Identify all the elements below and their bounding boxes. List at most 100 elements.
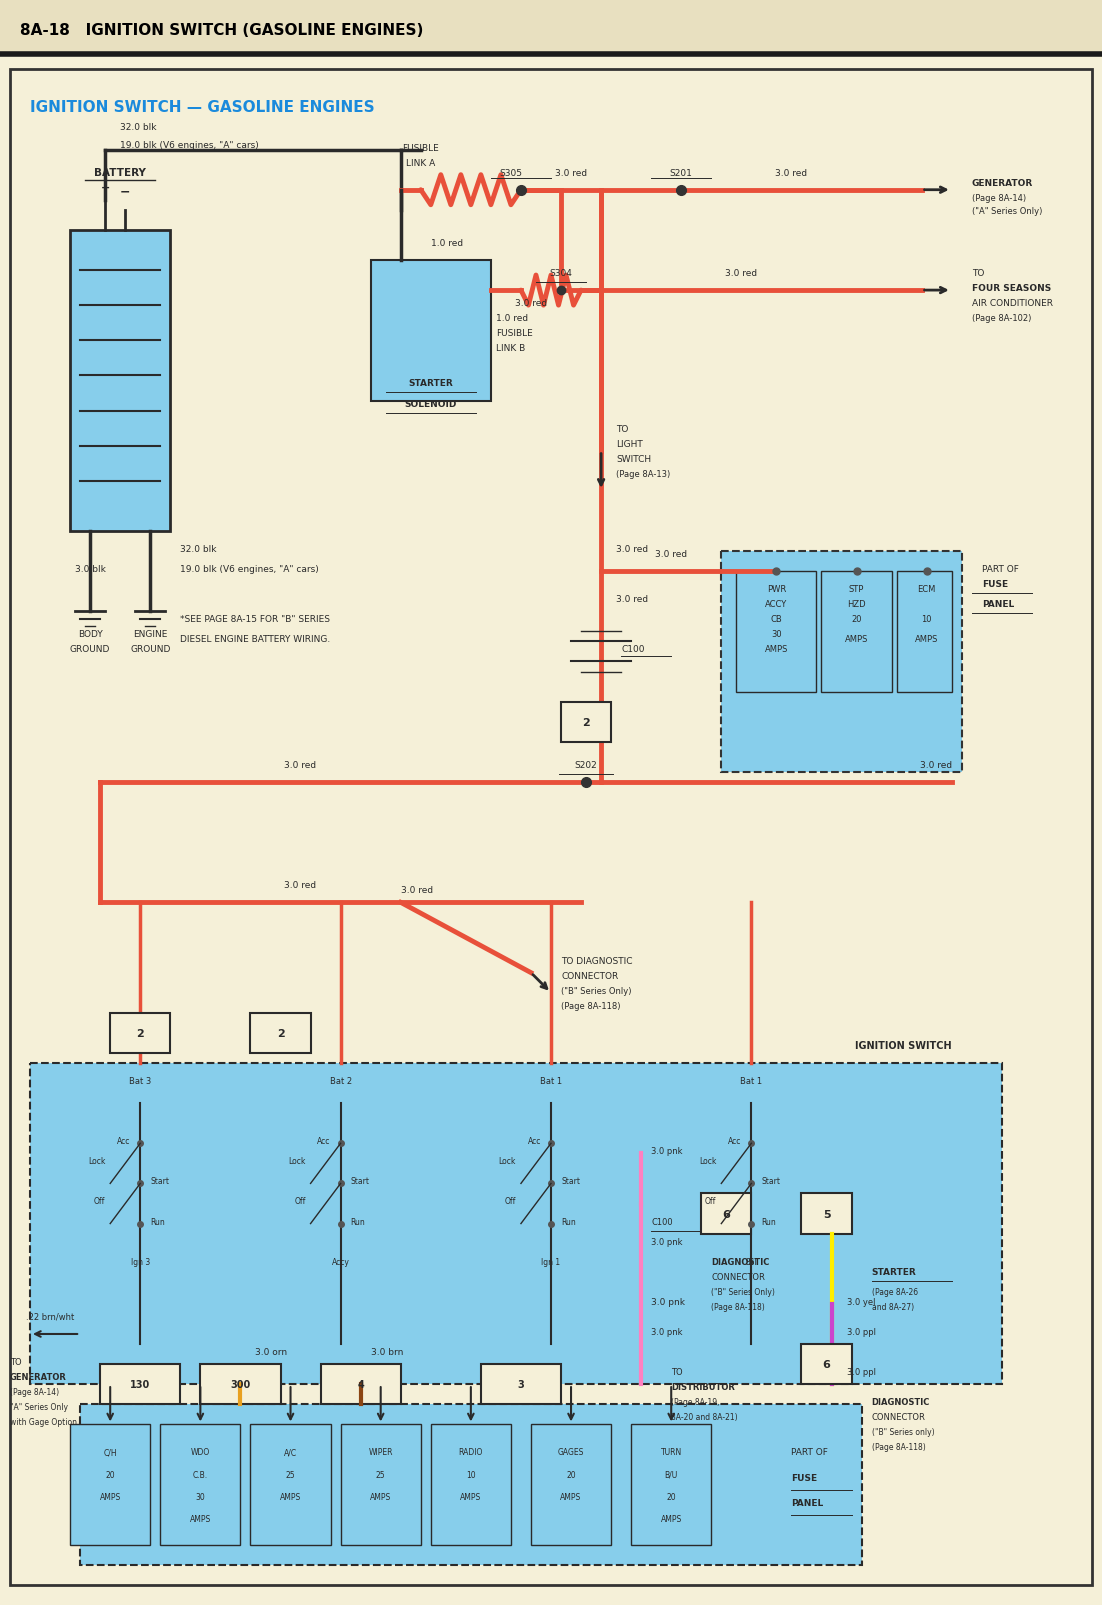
Text: +: + — [100, 183, 110, 193]
Text: 20: 20 — [852, 615, 862, 624]
Text: 10: 10 — [466, 1470, 476, 1478]
Text: Off: Off — [705, 1197, 716, 1205]
Text: Off: Off — [294, 1197, 305, 1205]
Text: GROUND: GROUND — [130, 645, 171, 653]
Bar — [631, 1425, 711, 1546]
Text: S202: S202 — [574, 761, 597, 769]
Text: WIPER: WIPER — [368, 1448, 393, 1456]
Text: Lock: Lock — [289, 1157, 305, 1165]
Text: 3.0 red: 3.0 red — [616, 544, 648, 554]
Text: "A" Series Only: "A" Series Only — [10, 1403, 68, 1411]
Text: 3.0 pnk: 3.0 pnk — [651, 1237, 682, 1245]
Text: 3.0 red: 3.0 red — [401, 886, 433, 894]
Text: 3.0 ppl: 3.0 ppl — [846, 1327, 875, 1335]
Text: Start: Start — [350, 1176, 369, 1186]
Text: 3.0 red: 3.0 red — [776, 169, 808, 178]
Text: AMPS: AMPS — [370, 1491, 391, 1501]
Text: 5: 5 — [823, 1209, 830, 1218]
Bar — [801, 1194, 852, 1234]
Text: 8A-18   IGNITION SWITCH (GASOLINE ENGINES): 8A-18 IGNITION SWITCH (GASOLINE ENGINES) — [20, 22, 423, 37]
Text: 3.0 red: 3.0 red — [725, 270, 757, 278]
Bar — [100, 1364, 181, 1404]
Text: Run: Run — [350, 1217, 366, 1226]
Text: TO: TO — [671, 1367, 683, 1375]
Text: 6: 6 — [822, 1359, 831, 1369]
Text: S305: S305 — [499, 169, 522, 178]
Text: Bat 3: Bat 3 — [129, 1077, 151, 1085]
Bar — [431, 1425, 511, 1546]
Bar — [341, 1425, 421, 1546]
Text: PART OF: PART OF — [791, 1448, 829, 1456]
Text: FUSIBLE: FUSIBLE — [402, 143, 439, 152]
Text: S304: S304 — [550, 270, 572, 278]
Text: 130: 130 — [130, 1379, 150, 1390]
Text: PANEL: PANEL — [982, 600, 1014, 608]
Text: FUSE: FUSE — [791, 1473, 818, 1481]
Text: 32.0 blk: 32.0 blk — [181, 544, 217, 554]
Text: 6: 6 — [723, 1209, 731, 1218]
Text: 3.0 pnk: 3.0 pnk — [651, 1146, 682, 1156]
Text: TO: TO — [616, 424, 628, 433]
Text: GAGES: GAGES — [558, 1448, 584, 1456]
Text: B/U: B/U — [665, 1470, 678, 1478]
Bar — [201, 1364, 281, 1404]
Text: 3.0 red: 3.0 red — [616, 595, 648, 603]
Text: Run: Run — [561, 1217, 575, 1226]
Text: 3.0 red: 3.0 red — [284, 881, 316, 889]
Text: Accy: Accy — [332, 1257, 349, 1266]
Text: Ign 1: Ign 1 — [541, 1257, 561, 1266]
Text: (Page 8A-102): (Page 8A-102) — [972, 315, 1031, 323]
Text: AMPS: AMPS — [280, 1491, 301, 1501]
Text: (Page 8A-19,: (Page 8A-19, — [671, 1398, 720, 1406]
Text: CB: CB — [770, 615, 782, 624]
Text: Bat 1: Bat 1 — [540, 1077, 562, 1085]
Text: Run: Run — [150, 1217, 165, 1226]
Text: 20: 20 — [566, 1470, 576, 1478]
Text: Bat 2: Bat 2 — [329, 1077, 352, 1085]
Text: HZD: HZD — [847, 600, 866, 608]
Text: WDO: WDO — [191, 1448, 210, 1456]
Text: TO DIAGNOSTIC: TO DIAGNOSTIC — [561, 957, 633, 965]
Text: Run: Run — [761, 1217, 776, 1226]
Bar — [250, 1425, 331, 1546]
Text: 3.0 orn: 3.0 orn — [256, 1347, 288, 1356]
Text: LINK A: LINK A — [407, 159, 435, 167]
Text: and 8A-27): and 8A-27) — [872, 1302, 914, 1311]
Text: Off: Off — [505, 1197, 516, 1205]
Bar — [71, 1425, 150, 1546]
Text: 3.0 brn: 3.0 brn — [370, 1347, 403, 1356]
Text: 19.0 blk (V6 engines, "A" cars): 19.0 blk (V6 engines, "A" cars) — [181, 565, 320, 573]
Text: TURN: TURN — [660, 1448, 682, 1456]
Text: FUSIBLE: FUSIBLE — [496, 329, 532, 339]
Bar — [80, 1404, 862, 1565]
Text: LINK B: LINK B — [496, 343, 526, 353]
Text: (Page 8A-118): (Page 8A-118) — [561, 1002, 620, 1010]
Text: GENERATOR: GENERATOR — [10, 1372, 67, 1382]
Bar — [0, 0, 1102, 55]
Text: C100: C100 — [651, 1217, 673, 1226]
Bar — [370, 260, 490, 401]
Text: Off: Off — [94, 1197, 105, 1205]
Bar — [321, 1364, 401, 1404]
Text: ("A" Series Only): ("A" Series Only) — [972, 207, 1042, 215]
Text: 3.0 red: 3.0 red — [919, 761, 952, 769]
Text: 3.0 pnk: 3.0 pnk — [651, 1327, 682, 1335]
Text: A/C: A/C — [284, 1448, 298, 1456]
Text: TO: TO — [972, 270, 984, 278]
Text: BODY: BODY — [78, 631, 102, 639]
Text: Start: Start — [150, 1176, 170, 1186]
Bar — [250, 1013, 311, 1053]
Text: SOLENOID: SOLENOID — [404, 400, 457, 408]
Text: 3.0 red: 3.0 red — [515, 299, 547, 308]
Text: Acc: Acc — [528, 1136, 541, 1146]
Text: Acc: Acc — [317, 1136, 331, 1146]
Text: AMPS: AMPS — [190, 1514, 210, 1523]
Text: C100: C100 — [622, 645, 645, 653]
Text: DIESEL ENGINE BATTERY WIRING.: DIESEL ENGINE BATTERY WIRING. — [181, 636, 331, 644]
Text: IGNITION SWITCH — GASOLINE ENGINES: IGNITION SWITCH — GASOLINE ENGINES — [30, 100, 375, 116]
Text: ("B" Series only): ("B" Series only) — [872, 1427, 934, 1436]
Text: (Page 8A-13): (Page 8A-13) — [616, 470, 670, 478]
Text: AMPS: AMPS — [845, 636, 868, 644]
Text: 2: 2 — [582, 717, 590, 727]
Text: (Page 8A-14): (Page 8A-14) — [972, 194, 1026, 202]
